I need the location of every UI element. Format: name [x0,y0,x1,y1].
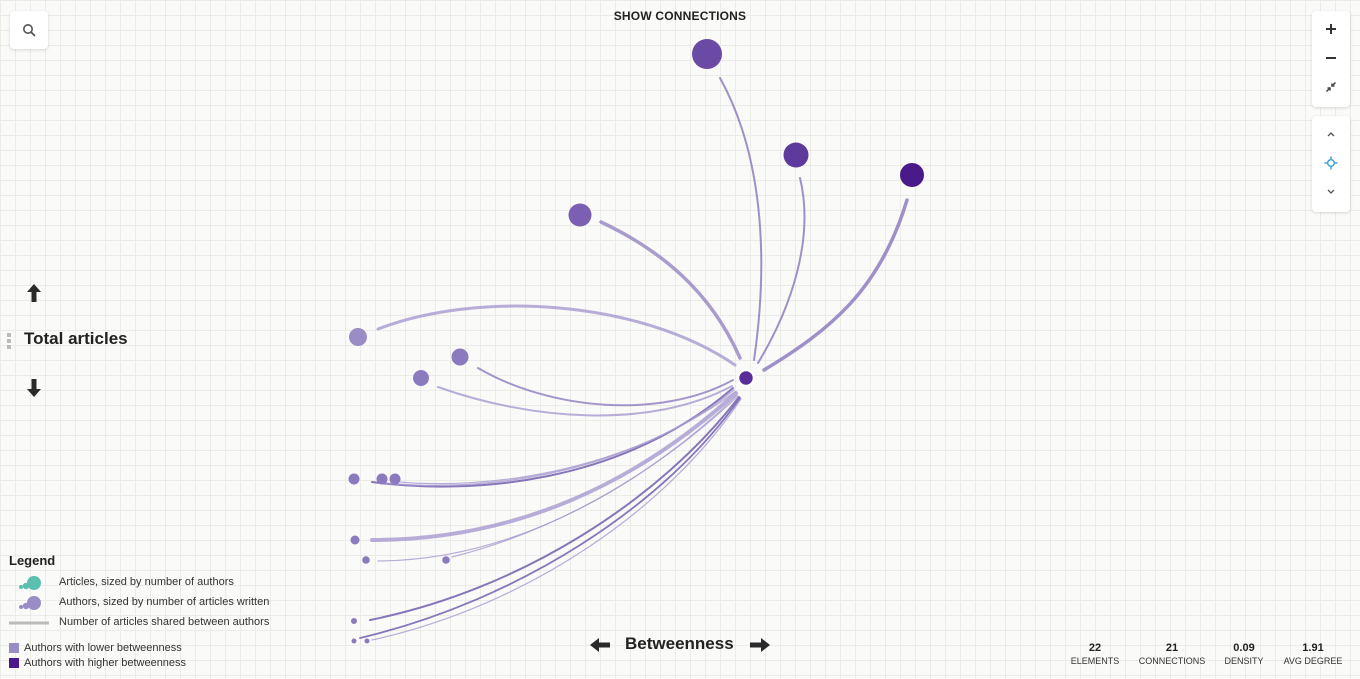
author-node [362,556,370,564]
author-node [350,535,360,545]
stat-label: DENSITY [1224,656,1264,666]
stat-value: 1.91 [1302,642,1324,654]
article-circles-icon [19,576,41,590]
y-axis-up-arrow[interactable] [26,283,42,308]
author-circles-icon [19,596,41,610]
legend-label-shared: Number of articles shared between author… [59,616,270,628]
y-axis-down-arrow[interactable] [26,378,42,403]
search-button[interactable] [10,11,48,49]
grip-icon [7,333,11,349]
author-node [442,556,450,564]
edge [762,198,909,372]
chevron-down-icon [1327,189,1335,194]
zoom-in-button[interactable] [1312,15,1350,43]
x-axis-title: Betweenness [625,634,734,653]
minus-icon [1326,57,1336,59]
stat-label: CONNECTIONS [1138,656,1206,666]
stat-density: 0.09 DENSITY [1218,642,1270,666]
pan-up-button[interactable] [1312,120,1350,148]
arrow-right-icon [750,638,770,652]
edge [384,389,735,487]
author-node [413,370,429,386]
pan-down-button[interactable] [1312,178,1350,206]
zoom-out-button[interactable] [1312,44,1350,72]
x-axis-left-arrow[interactable] [589,637,611,658]
crosshair-icon [1324,156,1338,170]
author-node [351,618,357,624]
author-node [349,328,367,346]
collapse-icon [1325,81,1337,93]
author-node [348,473,360,485]
arrow-left-icon [590,638,610,652]
author-node [389,473,401,485]
author-node [364,638,370,644]
edge [369,396,740,621]
legend-title: Legend [9,553,56,568]
edge [719,77,763,361]
author-node [783,142,809,168]
x-axis-right-arrow[interactable] [749,637,771,658]
edge [599,220,742,360]
edges [359,77,909,641]
author-node [692,39,722,69]
edge [371,398,742,641]
stat-connections: 21 CONNECTIONS [1136,642,1208,666]
edge [757,177,806,364]
legend-label-authors: Authors, sized by number of articles wri… [59,596,270,608]
edge [359,397,741,639]
author-node [736,368,756,388]
zoom-controls [1312,11,1350,107]
chevron-up-icon [1327,132,1335,137]
author-node [568,203,592,227]
stat-value: 22 [1088,642,1102,654]
arrow-down-icon [27,379,41,397]
stat-label: AVG DEGREE [1283,656,1343,666]
show-connections-button[interactable]: SHOW CONNECTIONS [613,9,747,23]
edge [451,395,739,558]
edge [370,391,738,542]
author-node [376,473,388,485]
edge [437,385,733,417]
y-axis-title: Total articles [24,329,128,348]
stat-value: 0.09 [1233,642,1255,654]
legend: Legend [9,553,55,574]
search-icon [23,24,36,37]
author-node [900,163,924,187]
arrow-up-icon [27,284,41,302]
plus-icon [1326,24,1336,34]
fit-view-button[interactable] [1312,73,1350,101]
stat-label: ELEMENTS [1070,656,1120,666]
drag-handle[interactable] [7,333,11,349]
nodes [348,39,924,644]
stat-avg-degree: 1.91 AVG DEGREE [1280,642,1346,666]
legend-label-higher: Authors with higher betweenness [24,657,187,669]
stat-value: 21 [1165,642,1179,654]
author-node [351,638,357,644]
line-icon [9,621,49,625]
center-button[interactable] [1312,149,1350,177]
author-node [451,348,469,366]
legend-label-articles: Articles, sized by number of authors [59,576,234,588]
stat-elements: 22 ELEMENTS [1066,642,1124,666]
edge [399,391,736,485]
lower-betweenness-swatch [9,643,19,653]
higher-betweenness-swatch [9,658,19,668]
legend-label-lower: Authors with lower betweenness [24,642,182,654]
pan-controls [1312,116,1350,212]
edge [376,304,737,367]
edge [477,367,734,407]
